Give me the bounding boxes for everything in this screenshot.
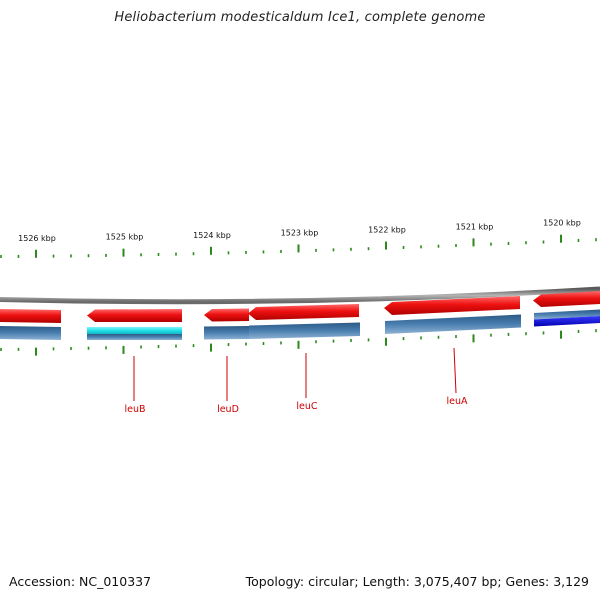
gene-leader-lines xyxy=(133,347,457,401)
reverse-block-deep[interactable] xyxy=(534,316,600,327)
gene-labels: leuB leuD leuC leuA xyxy=(124,396,468,415)
gene-arrow-leuC[interactable] xyxy=(248,304,359,320)
scale-label: 1522 kbp xyxy=(368,226,406,235)
reverse-block-highlight[interactable] xyxy=(534,309,600,320)
gene-arrow-leuD[interactable] xyxy=(204,308,249,322)
genome-summary: Topology: circular; Length: 3,075,407 bp… xyxy=(245,574,589,589)
scale-label: 1520 kbp xyxy=(543,219,581,228)
scale-label: 1521 kbp xyxy=(456,222,494,231)
scale-labels: 1526 kbp 1525 kbp 1524 kbp 1523 kbp 1522 kbp… xyxy=(18,219,581,243)
reverse-block[interactable] xyxy=(0,326,61,340)
reverse-block[interactable] xyxy=(87,334,182,340)
gene-label-leuD[interactable]: leuD xyxy=(217,404,239,415)
gene-label-leuA[interactable]: leuA xyxy=(446,396,468,407)
gene-label-leuB[interactable]: leuB xyxy=(124,404,145,415)
gene-arrow-leuB[interactable] xyxy=(87,309,182,322)
scale-label: 1525 kbp xyxy=(106,233,144,242)
scale-label: 1523 kbp xyxy=(281,228,319,237)
gene-arrow-leuA[interactable] xyxy=(384,296,520,315)
accession-text: Accession: NC_010337 xyxy=(9,574,152,589)
scale-label: 1524 kbp xyxy=(193,231,231,240)
gene-label-leuC[interactable]: leuC xyxy=(296,401,318,412)
reverse-block[interactable] xyxy=(204,326,249,340)
forward-strand-track xyxy=(0,291,600,323)
reverse-block-highlight[interactable] xyxy=(87,327,182,334)
gene-arrow-forward[interactable] xyxy=(533,291,600,307)
reverse-block[interactable] xyxy=(249,322,360,340)
reverse-block[interactable] xyxy=(385,314,521,335)
inner-scale-ticks xyxy=(0,329,597,356)
map-title: Heliobacterium modesticaldum Ice1, compl… xyxy=(114,10,486,25)
gene-arrow-forward[interactable] xyxy=(0,309,61,323)
outer-scale-ticks xyxy=(0,234,597,258)
scale-label: 1526 kbp xyxy=(18,234,56,243)
reverse-strand-track xyxy=(0,309,600,340)
genome-backbone xyxy=(0,286,600,305)
